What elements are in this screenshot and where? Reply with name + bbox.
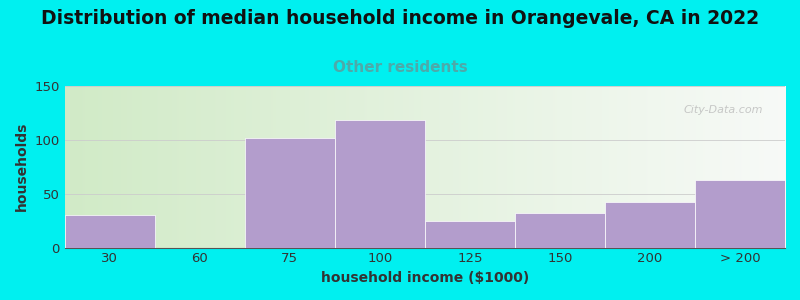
- Bar: [245, 138, 335, 248]
- Bar: [335, 121, 425, 248]
- Text: City-Data.com: City-Data.com: [684, 105, 763, 116]
- Bar: [425, 221, 515, 247]
- Bar: [515, 213, 605, 248]
- Text: Other residents: Other residents: [333, 60, 467, 75]
- Bar: [695, 180, 785, 248]
- Y-axis label: households: households: [15, 122, 29, 212]
- Bar: [605, 202, 695, 248]
- Bar: [65, 215, 155, 247]
- Text: Distribution of median household income in Orangevale, CA in 2022: Distribution of median household income …: [41, 9, 759, 28]
- X-axis label: household income ($1000): household income ($1000): [321, 271, 529, 285]
